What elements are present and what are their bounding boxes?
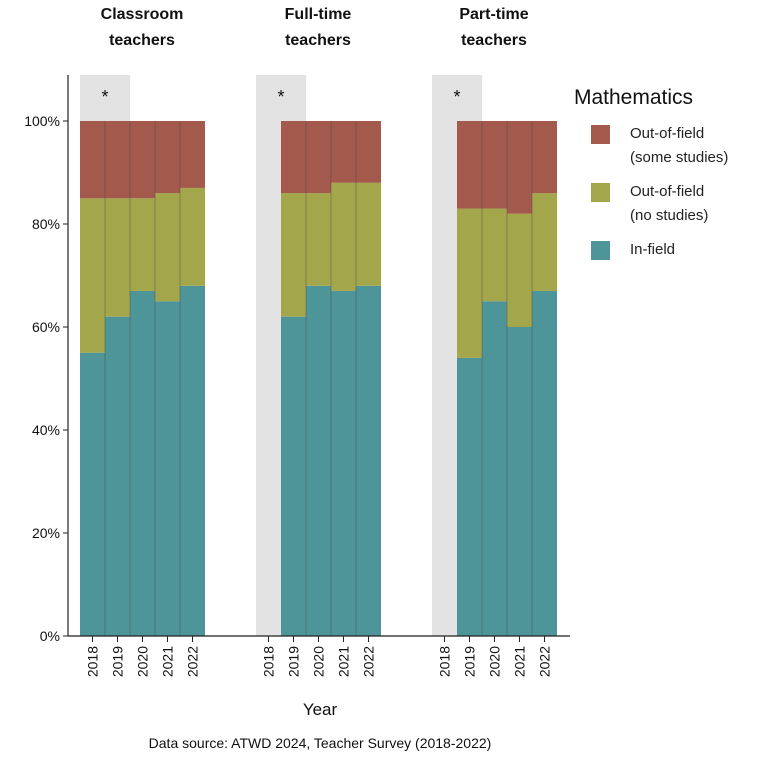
- bar-segment: [457, 121, 482, 209]
- bar-segment: [482, 208, 507, 302]
- bar-segment: [130, 198, 155, 291]
- bar-segment: [155, 121, 180, 194]
- bar-segment: [306, 193, 331, 286]
- bar-segment: [281, 193, 306, 317]
- bar-segment: [482, 301, 507, 636]
- x-tick-label: 2018: [437, 646, 453, 677]
- legend-label-in-field: In-field: [630, 241, 676, 258]
- y-tick-label: 80%: [32, 216, 60, 232]
- legend-swatch-no-studies: [591, 183, 610, 202]
- bar-segment: [180, 187, 205, 286]
- legend-swatch-some-studies: [591, 125, 610, 144]
- bar-segment: [80, 198, 105, 353]
- bar-segment: [331, 290, 356, 636]
- legend-item-some-studies: Out-of-field (some studies): [574, 122, 764, 170]
- legend: Mathematics Out-of-field (some studies) …: [574, 86, 764, 272]
- x-tick-label: 2021: [512, 646, 528, 677]
- bar-segment: [105, 121, 130, 199]
- x-tick-label: 2022: [537, 646, 553, 677]
- bar-segment: [105, 198, 130, 317]
- x-tick-label: 2020: [311, 646, 327, 677]
- bar-segment: [180, 121, 205, 188]
- bar-segment: [457, 357, 482, 636]
- bar-segment: [331, 182, 356, 291]
- bar-segment: [532, 290, 557, 636]
- bar-segment: [306, 285, 331, 636]
- bar-segment: [80, 352, 105, 636]
- bar-segment: [105, 316, 130, 636]
- legend-item-no-studies: Out-of-field (no studies): [574, 180, 764, 228]
- panel-title: Full-time teachers: [284, 6, 352, 49]
- legend-label-some-studies: Out-of-field (some studies): [630, 125, 729, 166]
- x-tick-label: 2021: [160, 646, 176, 677]
- bar-segment: [155, 301, 180, 636]
- legend-item-in-field: In-field: [574, 238, 764, 262]
- x-tick-label: 2019: [462, 646, 478, 677]
- x-tick-label: 2019: [286, 646, 302, 677]
- legend-title: Mathematics: [574, 86, 694, 109]
- significance-marker: *: [453, 87, 460, 107]
- x-tick-label: 2019: [110, 646, 126, 677]
- bar-segment: [155, 193, 180, 302]
- bar-segment: [457, 208, 482, 358]
- y-tick-label: 100%: [24, 113, 60, 129]
- bar-segment: [482, 121, 507, 209]
- bar-segment: [507, 327, 532, 636]
- bar-segment: [507, 213, 532, 327]
- y-tick-label: 20%: [32, 525, 60, 541]
- x-tick-label: 2018: [85, 646, 101, 677]
- x-tick-label: 2022: [361, 646, 377, 677]
- legend-swatch-in-field: [591, 241, 610, 260]
- bar-segment: [130, 121, 155, 199]
- x-axis-label: Year: [302, 700, 338, 719]
- x-tick-label: 2020: [135, 646, 151, 677]
- panel-title: Classroom teachers: [100, 6, 184, 49]
- y-tick-label: 60%: [32, 319, 60, 335]
- x-tick-label: 2021: [336, 646, 352, 677]
- bar-segment: [532, 193, 557, 291]
- bar-segment: [356, 121, 381, 183]
- bar-segment: [507, 121, 532, 214]
- x-tick-label: 2022: [185, 646, 201, 677]
- x-tick-label: 2018: [261, 646, 277, 677]
- bar-segment: [130, 290, 155, 636]
- legend-label-no-studies: Out-of-field (no studies): [630, 183, 709, 224]
- x-tick-label: 2020: [487, 646, 503, 677]
- bar-segment: [281, 316, 306, 636]
- y-tick-label: 40%: [32, 422, 60, 438]
- bar-segment: [306, 121, 331, 194]
- significance-marker: *: [277, 87, 284, 107]
- bar-segment: [80, 121, 105, 199]
- bar-segment: [180, 285, 205, 636]
- bar-segment: [356, 285, 381, 636]
- panel-title: Part-time teachers: [459, 6, 529, 49]
- y-tick-label: 0%: [40, 628, 60, 644]
- bar-segment: [331, 121, 356, 183]
- bar-segment: [281, 121, 306, 194]
- data-source-note: Data source: ATWD 2024, Teacher Survey (…: [148, 735, 492, 751]
- bar-segment: [356, 182, 381, 286]
- significance-marker: *: [101, 87, 108, 107]
- bar-segment: [532, 121, 557, 194]
